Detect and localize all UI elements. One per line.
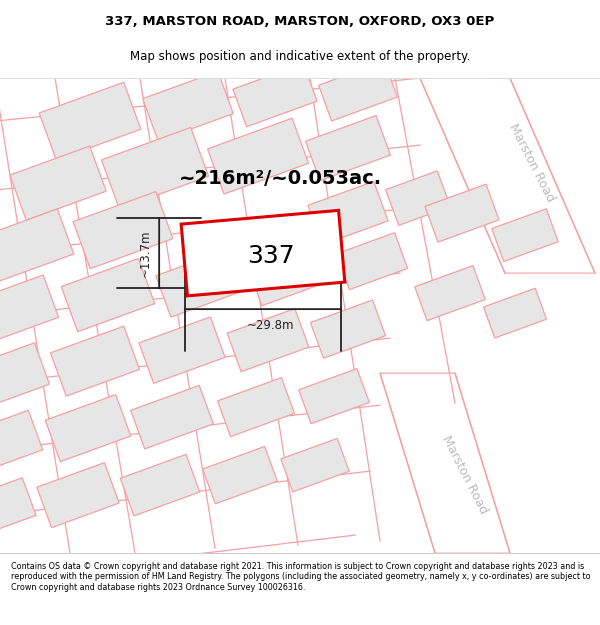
Text: Contains OS data © Crown copyright and database right 2021. This information is : Contains OS data © Crown copyright and d… [11,562,590,591]
Polygon shape [0,209,74,281]
Text: ~29.8m: ~29.8m [247,319,295,332]
Text: ~13.7m: ~13.7m [139,229,152,277]
Polygon shape [420,78,595,273]
Polygon shape [492,209,558,261]
Polygon shape [181,211,345,296]
Polygon shape [233,64,317,127]
Polygon shape [310,300,386,358]
Polygon shape [73,192,173,269]
Text: ~216m²/~0.053ac.: ~216m²/~0.053ac. [178,169,382,187]
Polygon shape [37,462,119,528]
Polygon shape [218,378,295,437]
Polygon shape [248,241,332,306]
Polygon shape [281,438,349,492]
Polygon shape [227,309,309,372]
Text: Marston Road: Marston Road [506,122,557,204]
Polygon shape [39,82,141,160]
Text: Marston Road: Marston Road [440,434,490,516]
Polygon shape [10,146,106,220]
Polygon shape [308,181,388,245]
Polygon shape [203,446,277,504]
Polygon shape [305,116,391,181]
Polygon shape [120,454,200,516]
Polygon shape [415,266,485,321]
Polygon shape [131,386,214,449]
Polygon shape [156,249,244,317]
Polygon shape [61,259,155,332]
Text: 337, MARSTON ROAD, MARSTON, OXFORD, OX3 0EP: 337, MARSTON ROAD, MARSTON, OXFORD, OX3 … [106,16,494,28]
Polygon shape [208,118,308,194]
Polygon shape [0,275,59,341]
Polygon shape [50,326,140,396]
Polygon shape [143,71,233,141]
Polygon shape [319,61,397,121]
Polygon shape [484,288,547,338]
Polygon shape [139,317,225,383]
Polygon shape [337,232,407,289]
Polygon shape [0,478,36,536]
Text: Map shows position and indicative extent of the property.: Map shows position and indicative extent… [130,50,470,62]
Polygon shape [0,410,43,472]
Polygon shape [380,373,510,553]
Polygon shape [299,369,369,424]
Text: 337: 337 [247,244,295,268]
Polygon shape [425,184,499,242]
Polygon shape [101,127,209,209]
Polygon shape [0,343,49,408]
Polygon shape [45,394,131,462]
Polygon shape [386,171,451,226]
